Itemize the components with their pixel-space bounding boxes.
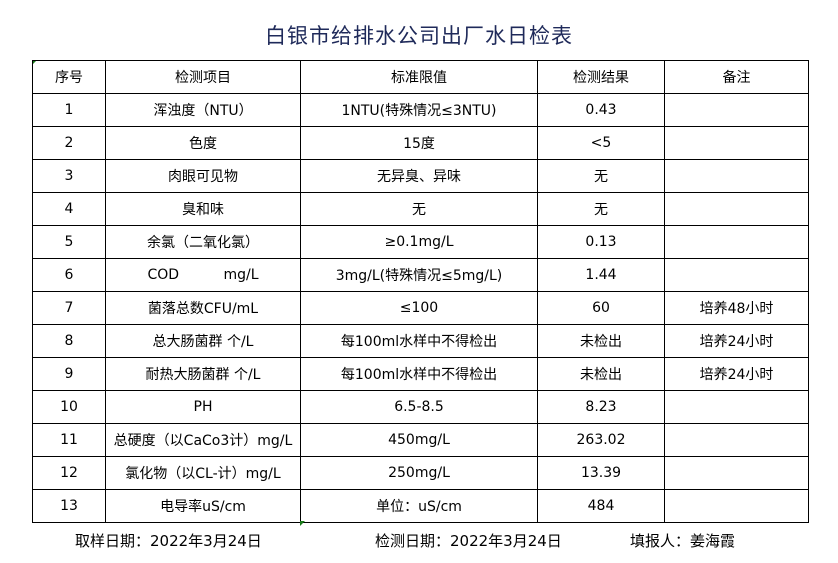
header-cell[interactable]: 检测结果	[537, 60, 665, 94]
standard-limit-cell[interactable]: 250mg/L	[300, 456, 538, 490]
remark-cell[interactable]	[664, 456, 809, 490]
row-number-cell[interactable]: 12	[32, 456, 106, 490]
row-number-cell[interactable]: 4	[32, 192, 106, 226]
remark-cell[interactable]	[664, 93, 809, 127]
table-row: 9 耐热大肠菌群 个/L 每100ml水样中不得检出 未检出 培养24小时	[32, 357, 809, 391]
test-result-cell[interactable]: 1.44	[537, 258, 665, 292]
test-item-cell[interactable]: 浑浊度（NTU）	[105, 93, 301, 127]
row-number-cell[interactable]: 9	[32, 357, 106, 391]
row-number-cell[interactable]: 1	[32, 93, 106, 127]
test-item-cell[interactable]: 臭和味	[105, 192, 301, 226]
row-number-cell[interactable]: 7	[32, 291, 106, 325]
standard-limit-cell[interactable]: 每100ml水样中不得检出	[300, 324, 538, 358]
test-result-cell[interactable]: 13.39	[537, 456, 665, 490]
table-row: 2 色度 15度 <5	[32, 126, 809, 160]
remark-cell[interactable]: 培养48小时	[664, 291, 809, 325]
table-row: 7 菌落总数CFU/mL ≤100 60 培养48小时	[32, 291, 809, 325]
standard-limit-cell[interactable]: 无异臭、异味	[300, 159, 538, 193]
row-number-cell[interactable]: 3	[32, 159, 106, 193]
test-item-cell[interactable]: 总硬度（以CaCo3计）mg/L	[105, 423, 301, 457]
standard-limit-cell[interactable]: 单位：uS/cm	[300, 489, 538, 523]
test-item-cell[interactable]: 余氯（二氧化氯）	[105, 225, 301, 259]
remark-cell[interactable]	[664, 390, 809, 424]
standard-limit-cell[interactable]: 6.5-8.5	[300, 390, 538, 424]
test-result-cell[interactable]: 未检出	[537, 357, 665, 391]
test-result-cell[interactable]: 8.23	[537, 390, 665, 424]
row-number-cell[interactable]: 5	[32, 225, 106, 259]
remark-cell[interactable]	[664, 489, 809, 523]
table-row: 5 余氯（二氧化氯） ≥0.1mg/L 0.13	[32, 225, 809, 259]
header-cell[interactable]: 检测项目	[105, 60, 301, 94]
test-item-cell[interactable]: 色度	[105, 126, 301, 160]
remark-cell[interactable]: 培养24小时	[664, 357, 809, 391]
test-result-cell[interactable]: 263.02	[537, 423, 665, 457]
remark-cell[interactable]: 培养24小时	[664, 324, 809, 358]
test-item-cell[interactable]: 肉眼可见物	[105, 159, 301, 193]
remark-cell[interactable]	[664, 258, 809, 292]
test-item-cell[interactable]: 氯化物（以CL-计）mg/L	[105, 456, 301, 490]
table-row: 11 总硬度（以CaCo3计）mg/L 450mg/L 263.02	[32, 423, 809, 457]
remark-cell[interactable]	[664, 192, 809, 226]
standard-limit-cell[interactable]: 15度	[300, 126, 538, 160]
table-row: 4 臭和味无无	[32, 192, 809, 226]
sampling-date: 取样日期：2022年3月24日	[75, 532, 262, 550]
row-number-cell[interactable]: 6	[32, 258, 106, 292]
sheet-title: 白银市给排水公司出厂水日检表	[265, 24, 573, 48]
table-row: 1 浑浊度（NTU） 1NTU(特殊情况≤3NTU) 0.43	[32, 93, 809, 127]
test-date: 检测日期：2022年3月24日	[375, 532, 562, 550]
test-item-cell[interactable]: PH	[105, 390, 301, 424]
header-cell[interactable]: 序号	[32, 60, 106, 94]
row-number-cell[interactable]: 13	[32, 489, 106, 523]
test-item-cell[interactable]: 总大肠菌群 个/L	[105, 324, 301, 358]
table-row: 6 COD mg/L 3mg/L(特殊情况≤5mg/L) 1.44	[32, 258, 809, 292]
test-item-cell[interactable]: 耐热大肠菌群 个/L	[105, 357, 301, 391]
row-number-cell[interactable]: 10	[32, 390, 106, 424]
row-number-cell[interactable]: 8	[32, 324, 106, 358]
standard-limit-cell[interactable]: 每100ml水样中不得检出	[300, 357, 538, 391]
table-row: 8 总大肠菌群 个/L 每100ml水样中不得检出 未检出 培养24小时	[32, 324, 809, 358]
test-result-cell[interactable]: 60	[537, 291, 665, 325]
remark-cell[interactable]	[664, 126, 809, 160]
inspection-table: 序号 检测项目 标准限值 检测结果 备注 1 浑浊度（NTU） 1NTU(特殊情况≤…	[32, 60, 809, 523]
cell-marker	[300, 521, 305, 526]
remark-cell[interactable]	[664, 423, 809, 457]
header-cell[interactable]: 标准限值	[300, 60, 538, 94]
remark-cell[interactable]	[664, 225, 809, 259]
test-result-cell[interactable]: 0.43	[537, 93, 665, 127]
table-row: 3 肉眼可见物 无异臭、异味无	[32, 159, 809, 193]
test-result-cell[interactable]: 无	[537, 192, 665, 226]
standard-limit-cell[interactable]: 无	[300, 192, 538, 226]
table-row: 10 PH 6.5-8.5 8.23	[32, 390, 809, 424]
test-result-cell[interactable]: 0.13	[537, 225, 665, 259]
standard-limit-cell[interactable]: ≥0.1mg/L	[300, 225, 538, 259]
test-item-cell[interactable]: 电导率uS/cm	[105, 489, 301, 523]
test-item-cell[interactable]: 菌落总数CFU/mL	[105, 291, 301, 325]
table-row: 13 电导率uS/cm 单位：uS/cm 484	[32, 489, 809, 523]
standard-limit-cell[interactable]: 3mg/L(特殊情况≤5mg/L)	[300, 258, 538, 292]
test-item-cell[interactable]: COD mg/L	[105, 258, 301, 292]
test-result-cell[interactable]: 无	[537, 159, 665, 193]
header-cell[interactable]: 备注	[664, 60, 809, 94]
remark-cell[interactable]	[664, 159, 809, 193]
row-number-cell[interactable]: 11	[32, 423, 106, 457]
test-result-cell[interactable]: <5	[537, 126, 665, 160]
standard-limit-cell[interactable]: 1NTU(特殊情况≤3NTU)	[300, 93, 538, 127]
test-result-cell[interactable]: 未检出	[537, 324, 665, 358]
test-result-cell[interactable]: 484	[537, 489, 665, 523]
row-number-cell[interactable]: 2	[32, 126, 106, 160]
reporter: 填报人：姜海霞	[630, 532, 736, 550]
table-row: 12 氯化物（以CL-计）mg/L 250mg/L 13.39	[32, 456, 809, 490]
header-row: 序号 检测项目 标准限值 检测结果 备注	[32, 60, 809, 94]
standard-limit-cell[interactable]: 450mg/L	[300, 423, 538, 457]
standard-limit-cell[interactable]: ≤100	[300, 291, 538, 325]
